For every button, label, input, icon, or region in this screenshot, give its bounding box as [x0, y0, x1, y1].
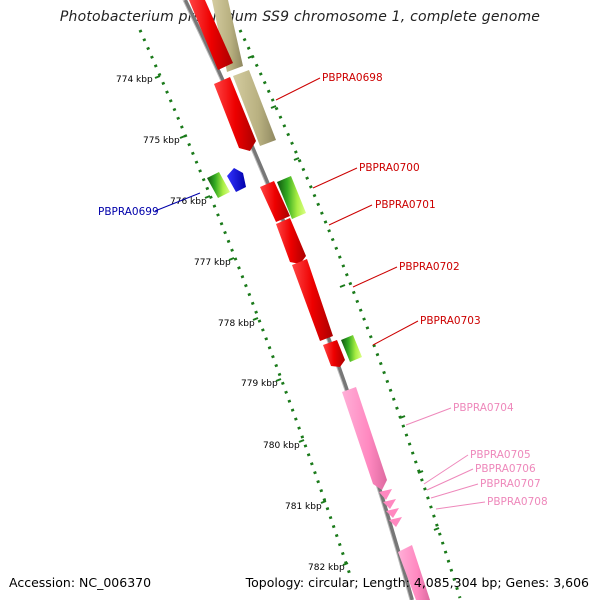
gene-label-PBPRA0700[interactable]: PBPRA0700 — [359, 162, 420, 174]
tick-mark — [275, 378, 282, 382]
gene-arrow-PBPRA0697[interactable] — [189, 0, 233, 70]
leader-line — [426, 468, 474, 491]
leader-line — [405, 407, 452, 426]
tick-mark — [433, 527, 440, 531]
leader-line — [372, 320, 419, 346]
tick-mark — [204, 195, 211, 199]
tick-label: 780 kbp — [263, 441, 300, 451]
gene-label-PBPRA0698[interactable]: PBPRA0698 — [322, 72, 383, 84]
tick-labels: 774 kbp 775 kbp 776 kbp 777 kbp 778 kbp … — [116, 75, 349, 573]
outer-dotted-track — [238, 29, 462, 599]
gene-label-PBPRA0707[interactable]: PBPRA0707 — [480, 478, 541, 490]
gene-arrow-PBPRA0707[interactable] — [386, 508, 399, 518]
tick-label: 774 kbp — [116, 75, 153, 85]
misc-features — [212, 0, 276, 146]
gene-label-PBPRA0705[interactable]: PBPRA0705 — [470, 449, 531, 461]
tick-label: 776 kbp — [170, 197, 207, 207]
green-feature-block[interactable] — [207, 172, 230, 198]
tick-label: 777 kbp — [194, 258, 231, 268]
leader-line — [430, 483, 479, 499]
blue-features — [227, 168, 246, 192]
tick-mark — [252, 317, 259, 321]
tick-label: 778 kbp — [218, 319, 255, 329]
tick-mark — [320, 500, 327, 504]
gene-arrow-PBPRA0708[interactable] — [389, 517, 402, 527]
tick-label: 781 kbp — [285, 502, 322, 512]
leader-line — [352, 266, 398, 288]
topology-text: Topology: circular; Length: 4,085,304 bp… — [245, 575, 589, 590]
leader-line — [423, 454, 469, 485]
gene-arrow-PBPRA0706[interactable] — [383, 499, 396, 509]
misc-feature-block[interactable] — [212, 0, 243, 72]
tick-label: 779 kbp — [241, 379, 278, 389]
gene-label-PBPRA0701[interactable]: PBPRA0701 — [375, 199, 436, 211]
tick-mark — [342, 562, 349, 566]
tick-mark — [298, 439, 305, 443]
gene-arrow-PBPRA0704[interactable] — [342, 387, 387, 490]
gene-arrow-PBPRA0698[interactable] — [214, 77, 256, 151]
gene-arrow-PBPRA0702[interactable] — [292, 259, 333, 341]
gene-label-PBPRA0704[interactable]: PBPRA0704 — [453, 402, 514, 414]
leader-line — [312, 167, 358, 189]
outer-tick-marks — [247, 55, 440, 531]
tick-label: 775 kbp — [143, 136, 180, 146]
forward-cds-genes — [189, 0, 345, 367]
gene-arrow-partial[interactable] — [398, 545, 430, 600]
gene-arrow-PBPRA0700[interactable] — [260, 181, 290, 222]
green-feature-block[interactable] — [277, 176, 306, 219]
tick-label: 782 kbp — [308, 563, 345, 573]
outer-dotted-line — [238, 29, 462, 599]
gene-label-PBPRA0706[interactable]: PBPRA0706 — [475, 463, 536, 475]
gene-label-PBPRA0699[interactable]: PBPRA0699 — [98, 206, 159, 218]
misc-feature-block[interactable] — [233, 70, 276, 146]
green-features — [207, 172, 362, 362]
green-feature-block[interactable] — [341, 335, 362, 362]
gene-label-PBPRA0703[interactable]: PBPRA0703 — [420, 315, 481, 327]
gene-arrow-PBPRA0701[interactable] — [276, 218, 306, 264]
leader-line — [275, 77, 321, 101]
gene-arrow-PBPRA0703[interactable] — [323, 340, 345, 367]
leader-lines — [154, 77, 486, 510]
tick-mark — [293, 157, 300, 161]
tick-mark — [399, 415, 406, 419]
tick-mark — [339, 284, 346, 288]
gene-label-PBPRA0708[interactable]: PBPRA0708 — [487, 496, 548, 508]
tick-mark — [247, 55, 254, 59]
leader-line — [435, 501, 486, 510]
tick-mark — [270, 105, 277, 109]
leader-line — [328, 204, 373, 226]
tick-mark — [417, 470, 424, 474]
gene-labels: PBPRA0698 PBPRA0700 PBPRA0701 PBPRA0702 … — [98, 72, 548, 508]
tick-mark — [154, 75, 161, 79]
tick-mark — [228, 257, 235, 261]
reverse-cds-genes — [342, 387, 430, 600]
accession-text: Accession: NC_006370 — [9, 575, 152, 590]
gene-arrow-PBPRA0699[interactable] — [227, 168, 246, 192]
gene-label-PBPRA0702[interactable]: PBPRA0702 — [399, 261, 460, 273]
map-title: Photobacterium profundum SS9 chromosome … — [59, 9, 541, 25]
tick-mark — [179, 135, 186, 139]
gene-arrow-PBPRA0705[interactable] — [379, 489, 392, 500]
leader-line — [154, 192, 201, 212]
